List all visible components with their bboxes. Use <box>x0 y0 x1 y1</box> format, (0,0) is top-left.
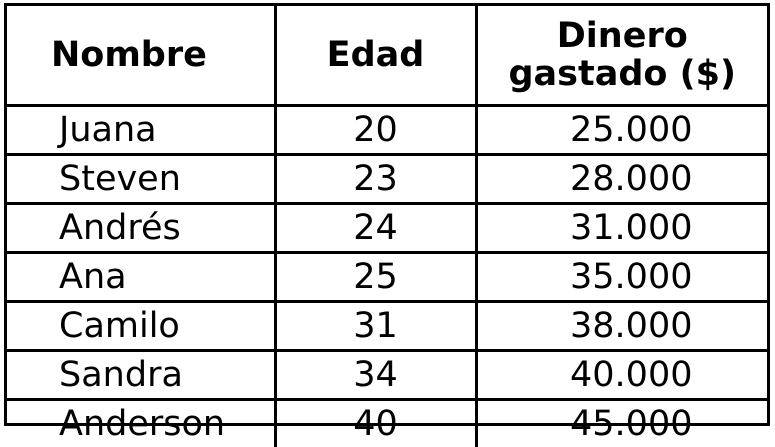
cell-name: Steven <box>7 155 275 204</box>
header-money-line2: gastado ($) <box>509 54 736 94</box>
cell-money: 45.000 <box>476 400 767 447</box>
table-row: Andrés 24 31.000 <box>7 204 767 253</box>
cell-age: 23 <box>275 155 476 204</box>
cell-age: 34 <box>275 351 476 400</box>
cell-money: 31.000 <box>476 204 767 253</box>
table-row: Juana 20 25.000 <box>7 106 767 155</box>
table-row: Steven 23 28.000 <box>7 155 767 204</box>
table-row: Camilo 31 38.000 <box>7 302 767 351</box>
cell-age: 31 <box>275 302 476 351</box>
cell-age: 20 <box>275 106 476 155</box>
cell-money: 25.000 <box>476 106 767 155</box>
cell-name: Sandra <box>7 351 275 400</box>
cell-money: 35.000 <box>476 253 767 302</box>
header-name: Nombre <box>7 6 275 106</box>
cell-name: Anderson <box>7 400 275 447</box>
cell-name: Ana <box>7 253 275 302</box>
table-row: Ana 25 35.000 <box>7 253 767 302</box>
cell-age: 24 <box>275 204 476 253</box>
table-grid: Nombre Edad Dinero gastado ($) Juana 20 … <box>7 6 767 447</box>
header-age: Edad <box>275 6 476 106</box>
cell-money: 38.000 <box>476 302 767 351</box>
header-row: Nombre Edad Dinero gastado ($) <box>7 6 767 106</box>
cell-name: Juana <box>7 106 275 155</box>
cell-name: Andrés <box>7 204 275 253</box>
cell-age: 25 <box>275 253 476 302</box>
cell-money: 28.000 <box>476 155 767 204</box>
table-row: Sandra 34 40.000 <box>7 351 767 400</box>
cell-name: Camilo <box>7 302 275 351</box>
header-money-line1: Dinero <box>557 16 688 56</box>
data-table: Nombre Edad Dinero gastado ($) Juana 20 … <box>4 3 770 426</box>
cell-age: 40 <box>275 400 476 447</box>
cell-money: 40.000 <box>476 351 767 400</box>
header-money: Dinero gastado ($) <box>476 6 767 106</box>
table-row: Anderson 40 45.000 <box>7 400 767 447</box>
